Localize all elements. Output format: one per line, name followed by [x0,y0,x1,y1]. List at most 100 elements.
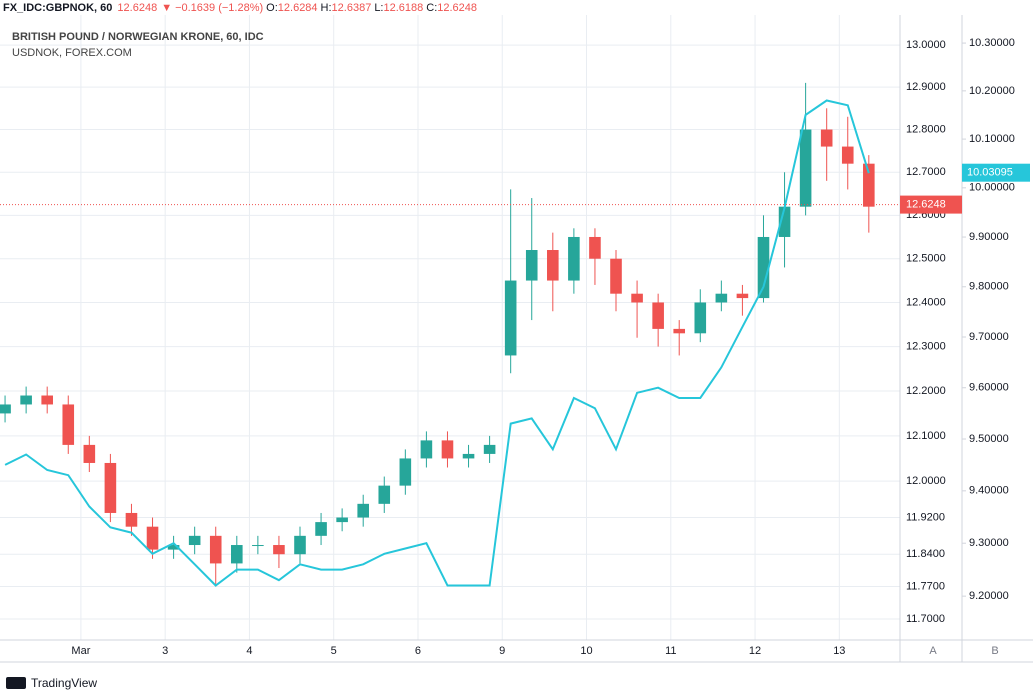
plot [0,15,900,640]
y-tick-label: 11.7700 [906,580,945,592]
candle-body [83,444,96,463]
y-tick-label: 12.2000 [906,385,946,397]
candle-body [231,545,243,564]
candle-body [736,293,749,299]
y2-tick-label: 9.60000 [969,382,1009,394]
y-tick-label: 12.1000 [906,430,946,442]
candle-body [778,206,791,237]
x-tick-label: 9 [499,645,505,657]
candle-body [273,545,285,555]
y2-tick-label: 10.00000 [969,182,1015,194]
candle-body [820,129,833,147]
x-tick-label: 4 [246,645,252,657]
last: 12.6248 [117,2,157,14]
last-price2-label: 10.03095 [967,167,1013,179]
scale-button[interactable]: A [929,645,937,657]
y-tick-label: 12.8000 [906,123,946,135]
x-tick-label: 3 [162,645,168,657]
candle-body [378,485,391,504]
candle-body [610,258,622,294]
candle-body [294,535,306,555]
candle-body [62,404,75,445]
logo-icon [6,677,26,689]
candle-body [441,440,454,459]
chart-title: BRITISH POUND / NORWEGIAN KRONE, 60, IDC [12,31,264,43]
ohlc-label: C: [426,2,437,14]
y-tick-label: 12.0000 [906,475,946,487]
symbol: FX_IDC:GBPNOK, 60 [3,2,112,14]
candle-body [504,280,517,356]
candle-body [673,328,686,334]
candle-body [125,512,138,527]
y-tick-label: 12.4000 [906,296,946,308]
y-tick-label: 12.7000 [906,166,946,178]
y2-tick-label: 9.30000 [969,537,1009,549]
candle-body [652,302,664,329]
brand[interactable]: TradingView [31,676,97,690]
last-price2-box [962,163,1030,182]
arrow: ▼ [161,2,172,14]
y-tick-label: 11.7000 [906,613,945,625]
candle-body [20,395,32,405]
y2-tick-label: 10.20000 [969,85,1015,97]
ohlc-value: 12.6248 [437,2,477,14]
ohlc-label: H: [321,2,332,14]
x-tick-label: 11 [665,645,676,657]
candle-body [799,129,812,207]
candle-body [146,526,159,550]
candle-body [462,453,475,459]
candle-body [841,146,854,164]
last-price-label: 12.6248 [906,199,946,211]
candle-body [694,302,707,334]
candle-body [715,293,728,303]
ohlc-label: L: [374,2,383,14]
y2-tick-label: 9.20000 [969,590,1009,602]
header: FX_IDC:GBPNOK, 60 12.6248 ▼ −0.1639 (−1.28%… [3,2,477,14]
y-tick-label: 11.9200 [906,511,945,523]
x-tick-label: 13 [833,645,845,657]
candle-body [547,250,559,281]
candle-body [104,462,117,513]
candle-body [0,404,11,414]
line-series [4,99,870,587]
x-tick-label: 10 [580,645,592,657]
candle-body [568,236,580,281]
y-tick-label: 12.9000 [906,81,946,93]
candle-body [631,293,643,303]
candle-body [399,458,412,486]
candle-body [167,545,180,550]
candle-body [357,503,369,518]
ohlc-value: 12.6387 [332,2,372,14]
y2-tick-label: 9.70000 [969,331,1009,343]
candle-body [757,236,770,299]
ohlc-value: 12.6188 [384,2,424,14]
candle-body [589,236,601,259]
candle-body [315,522,327,536]
y-tick-label: 13.0000 [906,39,946,51]
candle-body [188,535,201,546]
y2-tick-label: 9.90000 [969,231,1009,243]
x-tick-label: Mar [71,645,90,657]
x-tick-label: 12 [749,645,761,657]
last-price-box [900,195,962,214]
x-tick-label: 6 [415,645,421,657]
candle-body [252,545,264,547]
y2-tick-label: 9.40000 [969,485,1009,497]
y2-tick-label: 9.50000 [969,433,1009,445]
y-tick-label: 12.3000 [906,340,946,352]
candle-body [483,444,496,454]
change: −0.1639 (−1.28%) [175,2,263,14]
candle-body [525,250,538,281]
candle-body [863,163,875,207]
y2-tick-label: 10.10000 [969,133,1015,145]
legend-entry: USDNOK, FOREX.COM [12,47,132,59]
candle-body [209,535,222,564]
candle-body [336,517,348,523]
candle-body [41,395,53,405]
y-tick-label: 12.5000 [906,253,946,265]
scale-button[interactable]: B [991,645,998,657]
candle-body [420,440,433,459]
y2-tick-label: 10.30000 [969,37,1015,49]
